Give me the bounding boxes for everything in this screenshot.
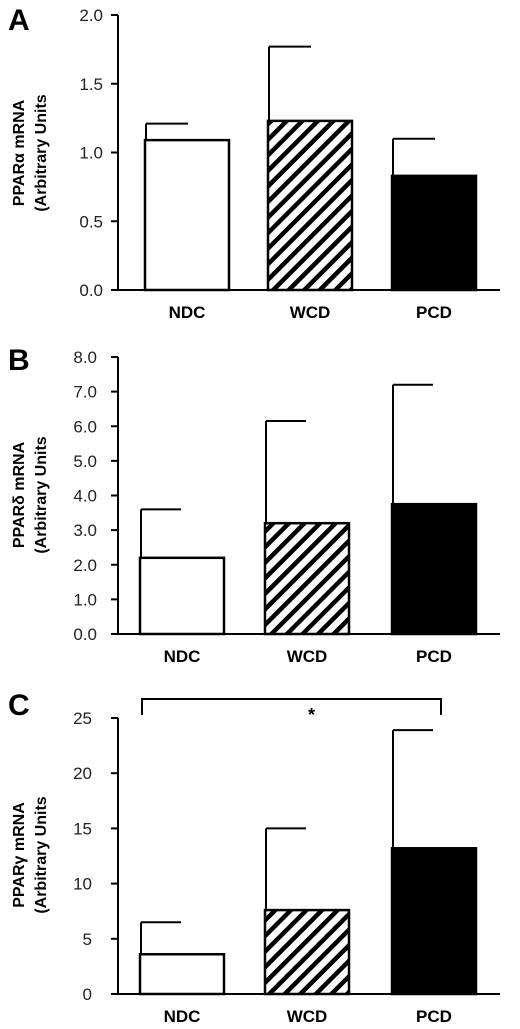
y-tick-label: 1.0 (73, 590, 97, 609)
x-tick-label: WCD (290, 303, 331, 322)
y-tick-label: 4.0 (73, 487, 97, 506)
panel-letter: A (8, 4, 30, 37)
bar-ndc (143, 138, 231, 292)
y-tick-label: 15 (73, 819, 92, 838)
y-tick-label: 2.0 (79, 6, 103, 25)
y-tick-label: 0.0 (73, 625, 97, 644)
y-tick-label: 1.0 (79, 144, 103, 163)
bar-wcd (263, 521, 351, 636)
bar-pcd (390, 174, 478, 292)
y-tick-label: 8.0 (73, 348, 97, 367)
y-tick-label: 7.0 (73, 383, 97, 402)
significance-marker: * (308, 705, 315, 725)
panel-letter: B (8, 344, 30, 377)
y-axis-label-units: (Arbitrary Units (33, 94, 50, 211)
y-axis-label-units: (Arbitrary Units (33, 796, 50, 913)
panel-b: B 0.0 1.0 2.0 3.0 4.0 5.0 6.0 7.0 8.0 PPARδ mRNA (A… (8, 344, 500, 666)
panel-c: C 0 5 10 15 20 25 PPARγ mRNA (Arbitrary Units NDC… (8, 689, 500, 1026)
y-tick-label: 2.0 (73, 556, 97, 575)
x-tick-label: PCD (416, 1007, 452, 1026)
bar-wcd (266, 119, 354, 292)
significance-bracket (141, 698, 442, 715)
y-tick-label: 25 (73, 709, 92, 728)
y-axis-label-units: (Arbitrary Units (33, 436, 50, 553)
y-tick-label: 20 (73, 764, 92, 783)
bar-ndc (138, 953, 226, 996)
y-axis-label: PPARγ mRNA (11, 802, 28, 908)
panel-letter: C (8, 689, 30, 722)
y-tick-label: 5.0 (73, 452, 97, 471)
x-tick-label: PCD (416, 647, 452, 666)
bar-pcd (390, 847, 478, 996)
x-tick-label: WCD (287, 647, 328, 666)
y-axis-label: PPARδ mRNA (11, 441, 28, 548)
y-axis-label: PPARα mRNA (11, 99, 28, 206)
y-tick-label: 0.0 (79, 281, 103, 300)
x-tick-label: PCD (416, 303, 452, 322)
y-tick-label: 1.5 (79, 75, 103, 94)
x-tick-label: NDC (169, 303, 206, 322)
y-tick-label: 5 (83, 930, 92, 949)
x-tick-label: NDC (164, 1007, 201, 1026)
y-tick-label: 6.0 (73, 417, 97, 436)
bar-pcd (390, 502, 478, 636)
y-tick-label: 10 (73, 875, 92, 894)
panel-a: A 0.0 0.5 1.0 1.5 2.0 PPARα mRNA (Arbitrary Uni… (8, 4, 500, 322)
y-tick-label: 3.0 (73, 521, 97, 540)
bar-wcd (263, 908, 351, 996)
y-tick-label: 0.5 (79, 212, 103, 231)
x-tick-label: NDC (164, 647, 201, 666)
bar-ndc (138, 556, 226, 636)
y-tick-label: 0 (83, 985, 92, 1004)
x-tick-label: WCD (287, 1007, 328, 1026)
